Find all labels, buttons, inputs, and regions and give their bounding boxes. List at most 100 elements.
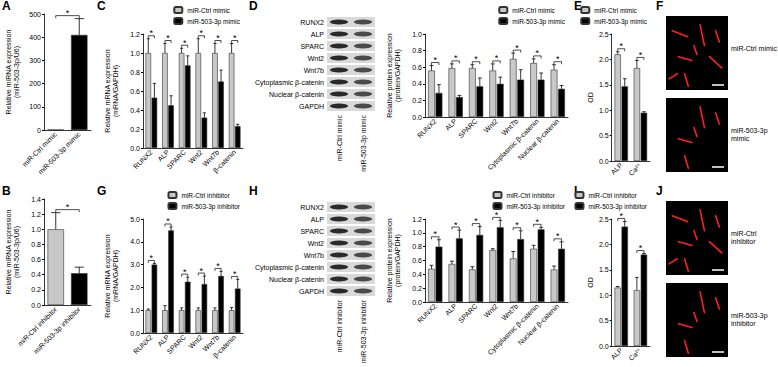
- svg-text:0.2: 0.2: [130, 126, 140, 133]
- svg-text:*: *: [166, 33, 170, 43]
- svg-text:100: 100: [29, 103, 41, 110]
- svg-text:0.8: 0.8: [31, 241, 41, 248]
- svg-text:*: *: [556, 231, 560, 241]
- svg-text:β-catenin: β-catenin: [212, 148, 238, 174]
- svg-text:300: 300: [29, 57, 41, 64]
- svg-text:GAPDH: GAPDH: [299, 288, 324, 295]
- svg-text:*: *: [433, 55, 437, 65]
- svg-text:*: *: [639, 50, 643, 60]
- svg-text:Nuclear β-catenin: Nuclear β-catenin: [517, 302, 562, 347]
- svg-text:Wnt7b: Wnt7b: [304, 67, 324, 74]
- svg-text:Cytoplasmic β-catenin: Cytoplasmic β-catenin: [255, 79, 324, 87]
- svg-text:1.0: 1.0: [599, 292, 609, 299]
- svg-text:200: 200: [29, 80, 41, 87]
- svg-text:4.0: 4.0: [130, 238, 140, 245]
- svg-text:*: *: [216, 261, 220, 271]
- svg-text:(protein/GAPDH): (protein/GAPDH): [394, 49, 402, 102]
- svg-text:2.5: 2.5: [599, 31, 609, 38]
- svg-text:Wnt7b: Wnt7b: [500, 117, 519, 136]
- svg-text:Relative miRNA expression: Relative miRNA expression: [5, 29, 13, 114]
- svg-text:(miR-503-3p/U6): (miR-503-3p/U6): [13, 46, 21, 98]
- svg-text:0.6: 0.6: [412, 257, 422, 264]
- svg-text:ALP: ALP: [311, 31, 325, 38]
- svg-text:*: *: [515, 43, 519, 53]
- svg-text:SPARC: SPARC: [457, 118, 479, 140]
- svg-text:0.6: 0.6: [31, 256, 41, 263]
- svg-text:Nuclear β-catenin: Nuclear β-catenin: [517, 117, 562, 162]
- svg-text:(mRNA/GAPDH): (mRNA/GAPDH): [112, 65, 120, 117]
- svg-text:Ca²⁺: Ca²⁺: [627, 346, 643, 362]
- svg-text:*: *: [536, 217, 540, 227]
- svg-text:*: *: [619, 211, 623, 221]
- svg-text:5.0: 5.0: [130, 216, 140, 223]
- svg-text:miR-503-3p mimic: miR-503-3p mimic: [360, 115, 368, 172]
- svg-text:GAPDH: GAPDH: [299, 103, 324, 110]
- svg-text:ALP: ALP: [156, 148, 171, 163]
- svg-text:*: *: [556, 54, 560, 64]
- svg-text:Wnt2: Wnt2: [308, 55, 324, 62]
- svg-text:miR-Ctrl mimic: miR-Ctrl mimic: [594, 7, 637, 14]
- svg-text:1.4: 1.4: [31, 196, 41, 203]
- svg-text:miR-503-3p mimic: miR-503-3p mimic: [37, 130, 83, 176]
- svg-text:0.8: 0.8: [130, 69, 140, 76]
- svg-text:*: *: [200, 266, 204, 276]
- svg-text:miR-Ctrl inhibitor: miR-Ctrl inhibitor: [506, 192, 555, 199]
- svg-text:RUNX2: RUNX2: [132, 333, 154, 355]
- svg-text:(protein/GAPDH): (protein/GAPDH): [394, 234, 402, 287]
- svg-text:2.5: 2.5: [599, 216, 609, 223]
- svg-text:ALP: ALP: [156, 333, 171, 348]
- svg-text:Cytoplasmic β-catenin: Cytoplasmic β-catenin: [255, 264, 324, 272]
- svg-text:*: *: [536, 48, 540, 58]
- svg-text:ALP: ALP: [444, 302, 459, 317]
- svg-text:Relative miRNA expression: Relative miRNA expression: [5, 209, 13, 294]
- svg-text:0.8: 0.8: [412, 243, 422, 250]
- svg-text:500: 500: [29, 11, 41, 18]
- svg-text:Relative mRNA expression: Relative mRNA expression: [104, 49, 112, 132]
- svg-text:RUNX2: RUNX2: [416, 117, 438, 139]
- svg-text:ALP: ALP: [609, 161, 624, 176]
- svg-text:1.0: 1.0: [412, 31, 422, 38]
- svg-text:RUNX2: RUNX2: [300, 204, 324, 211]
- svg-text:*: *: [495, 53, 499, 63]
- svg-text:2.0: 2.0: [130, 284, 140, 291]
- svg-text:Relative mRNA expression: Relative mRNA expression: [104, 234, 112, 317]
- svg-text:0.6: 0.6: [412, 64, 422, 71]
- svg-text:*: *: [216, 33, 220, 43]
- svg-text:ALP: ALP: [609, 346, 624, 361]
- svg-text:(mRNA/GAPDH): (mRNA/GAPDH): [112, 250, 120, 302]
- svg-text:0.0: 0.0: [412, 114, 422, 121]
- svg-text:*: *: [515, 220, 519, 230]
- svg-text:0.0: 0.0: [31, 302, 41, 309]
- svg-text:SPARC: SPARC: [300, 43, 324, 50]
- svg-text:OD: OD: [587, 277, 594, 288]
- svg-text:1.2: 1.2: [130, 31, 140, 38]
- svg-text:1.5: 1.5: [599, 81, 609, 88]
- svg-text:*: *: [150, 28, 154, 38]
- svg-text:Wnt2: Wnt2: [308, 240, 324, 247]
- svg-text:*: *: [66, 8, 70, 18]
- svg-text:miR-503-3p inhibitor: miR-503-3p inhibitor: [360, 299, 368, 363]
- svg-text:*: *: [233, 269, 237, 279]
- svg-text:0.2: 0.2: [412, 285, 422, 292]
- svg-text:0.5: 0.5: [599, 132, 609, 139]
- svg-text:1.0: 1.0: [599, 107, 609, 114]
- svg-text:3.0: 3.0: [130, 261, 140, 268]
- svg-text:SPARC: SPARC: [457, 303, 479, 325]
- svg-text:ALP: ALP: [444, 117, 459, 132]
- svg-text:0.0: 0.0: [599, 343, 609, 350]
- svg-text:0.4: 0.4: [412, 271, 422, 278]
- svg-text:Nuclear β-catenin: Nuclear β-catenin: [269, 276, 324, 284]
- svg-text:0.0: 0.0: [130, 145, 140, 152]
- svg-text:1.0: 1.0: [31, 226, 41, 233]
- svg-text:0.0: 0.0: [130, 330, 140, 337]
- svg-text:(miR-503-3p/U6): (miR-503-3p/U6): [13, 226, 21, 278]
- svg-text:0.5: 0.5: [599, 317, 609, 324]
- svg-text:*: *: [454, 220, 458, 230]
- svg-text:*: *: [233, 33, 237, 43]
- svg-text:Wnt7b: Wnt7b: [304, 252, 324, 259]
- svg-text:*: *: [183, 267, 187, 277]
- svg-text:Relative protein expression: Relative protein expression: [386, 218, 394, 303]
- svg-text:RUNX2: RUNX2: [416, 302, 438, 324]
- svg-text:Wnt7b: Wnt7b: [500, 302, 519, 321]
- svg-text:miR-503-3p inhibitor: miR-503-3p inhibitor: [506, 203, 565, 211]
